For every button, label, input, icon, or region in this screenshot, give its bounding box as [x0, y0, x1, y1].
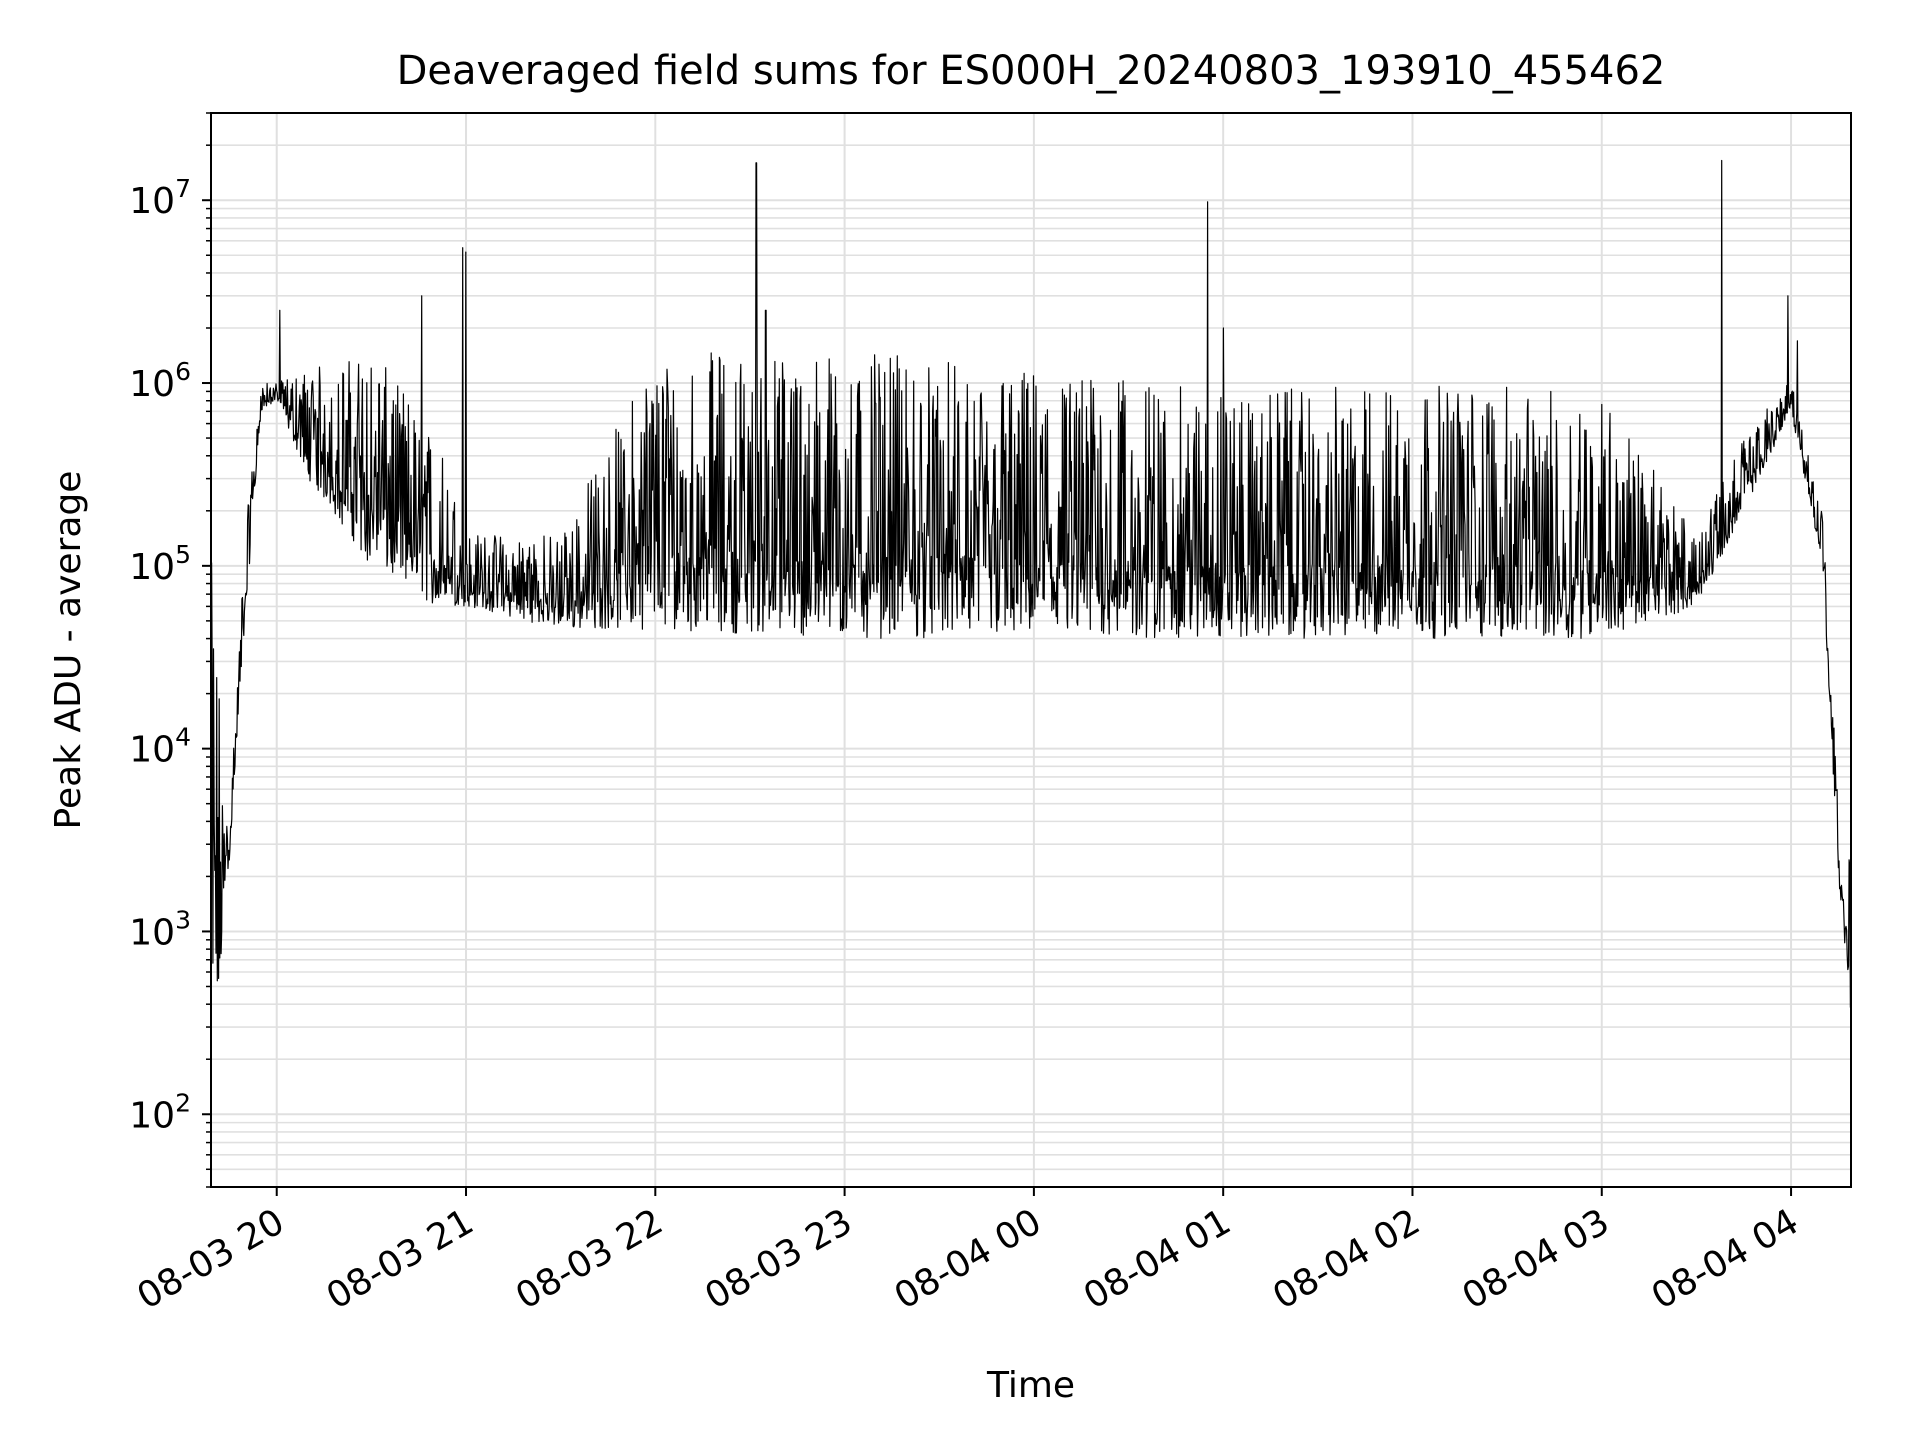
y-tick-label: 107 [129, 174, 191, 222]
y-tick-label: 102 [129, 1088, 191, 1136]
series-trace [210, 159, 1852, 1008]
y-tick-label: 104 [129, 723, 191, 771]
grid [211, 112, 1851, 1188]
plot-frame [210, 112, 1852, 1188]
y-tick-label: 105 [129, 540, 191, 588]
y-axis-label: Peak ADU - average [48, 471, 89, 830]
y-axis: 102 103 104 105 106 107 [129, 112, 211, 1188]
chart-title: Deaveraged field sums for ES000H_2024080… [397, 48, 1666, 94]
series-line [210, 159, 1852, 1008]
x-axis-label: Time [986, 1365, 1075, 1406]
y-tick-label: 106 [129, 357, 191, 405]
y-tick-label: 103 [129, 905, 191, 953]
